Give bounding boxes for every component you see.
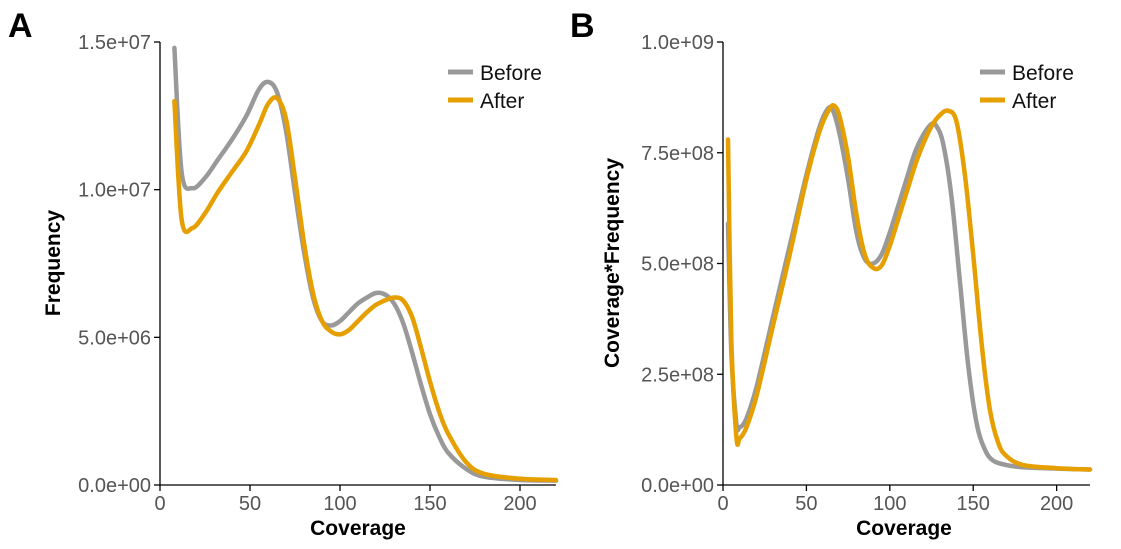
panel-b-x-tick-label: 150 xyxy=(957,493,990,515)
panel-a-series-before-line xyxy=(172,45,559,483)
panel-a-y-title: Frequency xyxy=(42,210,65,317)
panel-a-legend: Before After xyxy=(448,62,542,113)
panel-b-y-tick-label: 1.0e+09 xyxy=(641,32,714,54)
panel-a-y-tick-label: 1.5e+07 xyxy=(78,32,151,54)
panel-b-x-title: Coverage xyxy=(856,517,952,540)
panel-a-x-tick-label: 100 xyxy=(323,493,356,515)
panel-a-y-tick-label: 1.0e+07 xyxy=(78,180,151,202)
panel-b-x-ticks: 0 50 100 150 200 xyxy=(717,485,1073,515)
panel-b-legend: Before After xyxy=(980,62,1074,113)
panel-a-series-after-line xyxy=(172,95,559,483)
panel-a: A 0.0e+00 5.0e+06 1.0e+07 1.5e+07 0 50 100 150… xyxy=(8,7,559,540)
panel-b-y-ticks: 0.0e+00 2.5e+08 5.0e+08 7.5e+08 1.0e+09 xyxy=(641,32,723,497)
panel-b-legend-before-label: Before xyxy=(1012,62,1074,85)
panel-a-x-ticks: 0 50 100 150 200 xyxy=(154,485,537,515)
panel-a-x-tick-label: 0 xyxy=(154,493,165,515)
panel-b-y-tick-label: 7.5e+08 xyxy=(641,143,714,165)
panel-a-x-title: Coverage xyxy=(310,517,406,540)
panel-b-y-tick-label: 5.0e+08 xyxy=(641,254,714,276)
panel-b-x-tick-label: 200 xyxy=(1040,493,1073,515)
panel-b-y-tick-label: 2.5e+08 xyxy=(641,364,714,386)
panel-a-x-tick-label: 200 xyxy=(503,493,536,515)
panel-a-y-tick-label: 0.0e+00 xyxy=(78,475,151,497)
panel-b-x-tick-label: 100 xyxy=(873,493,906,515)
panel-a-legend-after-label: After xyxy=(480,90,524,113)
panel-a-legend-before-label: Before xyxy=(480,62,542,85)
panel-a-label: A xyxy=(8,7,33,45)
panel-a-x-tick-label: 150 xyxy=(413,493,446,515)
panel-b-series xyxy=(725,102,1093,472)
panel-b-x-tick-label: 50 xyxy=(795,493,817,515)
panel-b-series-after-line xyxy=(725,102,1093,472)
panel-a-y-tick-label: 5.0e+06 xyxy=(78,327,151,349)
panel-a-x-tick-label: 50 xyxy=(239,493,261,515)
panel-b-legend-after-label: After xyxy=(1012,90,1056,113)
panel-a-series xyxy=(172,45,559,483)
panel-a-y-ticks: 0.0e+00 5.0e+06 1.0e+07 1.5e+07 xyxy=(78,32,160,497)
panel-b-y-tick-label: 0.0e+00 xyxy=(641,475,714,497)
panel-b-x-tick-label: 0 xyxy=(717,493,728,515)
panel-b: B 0.0e+00 2.5e+08 5.0e+08 7.5e+08 1.0e+09 0 5… xyxy=(570,7,1093,540)
panel-b-y-title: Coverage*Frequency xyxy=(601,158,624,368)
panel-b-label: B xyxy=(570,7,595,45)
